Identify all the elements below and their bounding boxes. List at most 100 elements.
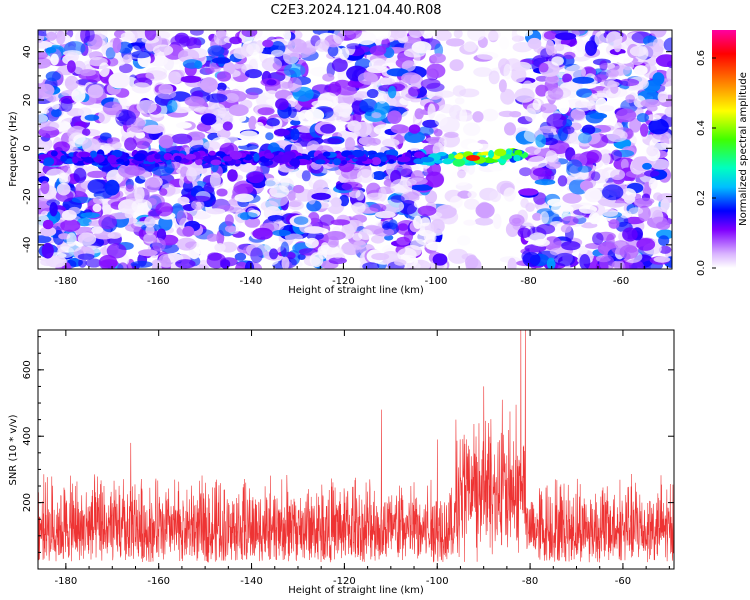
x-tick-label: -180	[54, 276, 77, 287]
spectrogram-cell	[280, 241, 290, 258]
spectrogram-cell	[646, 114, 662, 121]
spectrogram-cell	[664, 106, 672, 118]
spectrogram-cell	[588, 212, 601, 225]
spectrogram-cell	[449, 195, 463, 209]
spectrogram-cell	[407, 30, 425, 38]
spectrogram-cell	[60, 241, 82, 253]
spectrogram-cell	[557, 175, 568, 187]
spectrogram-cell	[98, 214, 117, 230]
spectrogram-cell	[330, 219, 351, 226]
spectrogram-cell	[207, 45, 225, 57]
spectrogram-cell	[336, 86, 358, 96]
colorbar-tick-label: 0.4	[696, 120, 707, 136]
spectrogram-cell	[211, 57, 231, 64]
spectrogram-cell	[571, 30, 586, 35]
spectrogram-cell	[244, 260, 255, 269]
spectrogram-cell	[498, 79, 507, 93]
spectrogram-cell	[371, 30, 392, 40]
spectrogram-cell	[397, 223, 409, 231]
spectrogram-cell	[608, 219, 620, 229]
y-tick-label: -20	[22, 188, 33, 204]
spectrogram-cell	[601, 208, 619, 217]
spectrogram-cell	[237, 212, 258, 219]
spectrogram-cell	[472, 111, 484, 123]
spectrogram-cell	[182, 226, 195, 237]
spectrogram-cell	[444, 131, 459, 138]
signal-band-cell	[494, 148, 507, 157]
spectrogram-cell	[484, 30, 501, 41]
spectrogram-cell	[46, 31, 57, 41]
spectrogram-cell	[244, 216, 261, 228]
spectrogram-cell	[207, 252, 222, 261]
spectrogram-cell	[511, 61, 532, 72]
y-tick-label: 0	[22, 145, 33, 151]
spectrogram-cell	[551, 56, 564, 66]
spectrogram-cell	[118, 110, 137, 126]
spectrogram-cell	[656, 221, 671, 230]
spectrogram-cell	[560, 224, 572, 233]
spectrogram-cell	[105, 47, 116, 60]
signal-band-cell	[146, 154, 156, 163]
spectrogram-cell	[269, 248, 279, 260]
spectrogram-cell	[45, 47, 57, 54]
spectrogram-cell	[394, 259, 407, 266]
spectrogram-cell	[297, 253, 306, 260]
spectrogram-cell	[642, 162, 652, 170]
spectrogram-cell	[82, 128, 91, 136]
spectrogram-cell	[176, 210, 186, 225]
spectrogram-cell	[314, 39, 330, 52]
spectrogram-cell	[599, 60, 608, 71]
spectrogram-cell	[134, 186, 145, 202]
spectrogram-cell	[619, 210, 632, 219]
spectrogram-cell	[585, 40, 597, 56]
spectrogram-cell	[292, 46, 312, 59]
spectrogram-cell	[420, 78, 441, 89]
spectrogram-cell	[475, 202, 495, 219]
spectrogram-cell	[246, 92, 259, 100]
spectrogram-cell	[554, 43, 565, 52]
spectrogram-cell	[158, 135, 174, 149]
spectrogram-cell	[610, 240, 631, 255]
spectrogram-cell	[290, 128, 300, 141]
spectrogram-cell	[131, 199, 152, 214]
spectrogram-cell	[636, 113, 650, 123]
spectrogram-cell	[112, 37, 122, 54]
signal-band-cell	[322, 151, 331, 157]
spectrogram-cell	[361, 136, 373, 147]
spectrogram-cell	[145, 225, 155, 236]
spectrogram-cell	[629, 133, 645, 144]
spectrogram-cell	[539, 103, 558, 114]
spectrogram-cell	[184, 96, 205, 107]
spectrogram-cell	[532, 98, 542, 111]
snr-frame	[37, 329, 675, 570]
spectrogram-cell	[545, 39, 555, 56]
spectrogram-cell	[87, 179, 108, 194]
spectrogram-cell	[371, 234, 385, 244]
signal-band-cell	[174, 155, 182, 162]
spectrogram-cell	[71, 88, 86, 103]
spectrogram-cell	[145, 70, 167, 81]
spectrogram-cell	[261, 57, 283, 72]
spectrogram-cell	[517, 227, 531, 239]
spectrogram-cell	[125, 184, 134, 192]
spectrogram-cell	[40, 180, 50, 195]
y-tick-label: -40	[22, 237, 33, 253]
spectrogram-cell	[190, 195, 211, 202]
spectrogram-cell	[248, 115, 257, 131]
spectrogram-cell	[463, 219, 476, 226]
spectrogram-cell	[284, 233, 303, 241]
spectrogram-cell	[503, 187, 516, 202]
spectrogram-cell	[216, 188, 228, 197]
spectrogram-cell	[265, 132, 274, 141]
x-tick-label: -80	[522, 576, 538, 587]
spectrogram-cell	[539, 211, 550, 225]
spectrogram-cell	[657, 91, 669, 103]
spectrogram-cell	[204, 67, 215, 75]
spectrogram-cell	[206, 93, 228, 103]
signal-band-cell	[72, 156, 79, 164]
spectrogram-cell	[58, 172, 71, 185]
spectrogram-x-axis-label: Height of straight line (km)	[288, 285, 424, 296]
signal-band-cell	[347, 154, 356, 159]
spectrogram-cell	[142, 124, 165, 134]
signal-band-cell	[315, 159, 326, 165]
